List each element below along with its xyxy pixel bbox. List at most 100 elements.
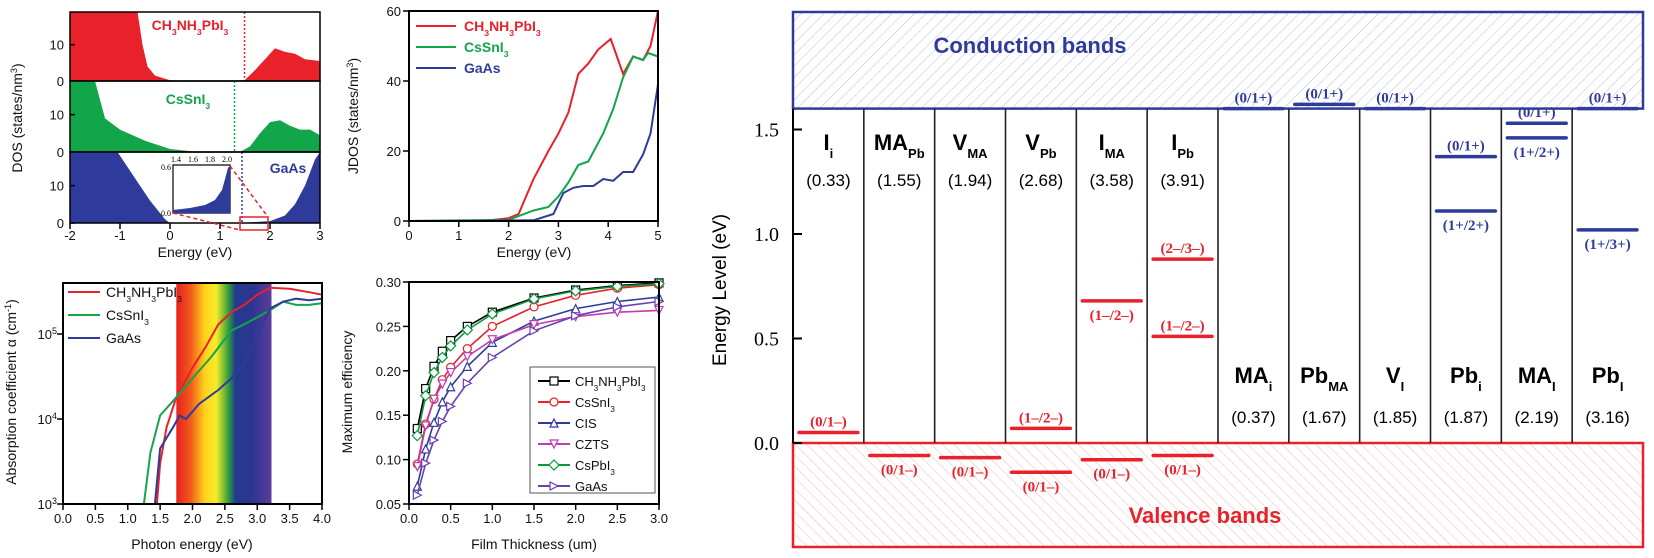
defect-name: MAI (1518, 363, 1556, 394)
defect-level-label: (0/1+) (1518, 105, 1556, 121)
dos-area-2 (70, 152, 320, 223)
absorption-xtick-label: 3.0 (248, 511, 266, 526)
jdos-ytick-label: 0 (394, 214, 401, 229)
efficiency-legend-label: CIS (575, 416, 597, 431)
efficiency-marker (445, 381, 456, 392)
defect-name-subscript: I (1620, 379, 1624, 394)
energy-ytick-label: 0.0 (754, 433, 779, 455)
efficiency-xtick-label: 3.0 (650, 511, 668, 526)
defect-level-label: (0/1–) (1093, 467, 1130, 483)
defect-level-label: (1+/2+) (1514, 145, 1560, 161)
absorption-line-1 (142, 300, 323, 505)
dos-inset-ytick-label: 0.6 (161, 163, 171, 172)
jdos-legend-label: CH3NH3PbI3 (464, 18, 541, 38)
efficiency-legend-marker (549, 439, 559, 450)
dos-area-0 (70, 12, 320, 81)
jdos-line-1 (408, 51, 659, 222)
efficiency-marker (429, 435, 440, 446)
dos-ytick-label: 10 (50, 38, 64, 53)
defect-name-subscript: MA (1328, 379, 1349, 394)
defect-name-subscript: i (1478, 379, 1482, 394)
absorption-ytick-label: 103 (38, 496, 57, 512)
efficiency-legend-marker (549, 376, 559, 386)
efficiency-marker (429, 394, 439, 405)
absorption-panel: Photon energy (eV) Absorption coefficien… (3, 282, 331, 552)
efficiency-legend-label: CsSnI3 (575, 395, 615, 414)
defect-name-subscript: MA (1105, 146, 1126, 161)
defect-level-label: (0/1+) (1589, 91, 1627, 107)
absorption-xtick-label: 2.0 (183, 511, 201, 526)
defect-level-label: (0/1+) (1305, 86, 1343, 102)
defect-name-subscript: MA (967, 146, 988, 161)
defect-name-subscript: i (830, 146, 834, 161)
defect-level-label: (1–/2–) (1019, 410, 1063, 426)
visible-spectrum-band (176, 283, 272, 504)
defect-level-label: (0/1+) (1447, 139, 1485, 155)
formation-energy: (3.16) (1585, 408, 1629, 427)
jdos-frame (408, 10, 659, 222)
absorption-xlabel: Photon energy (eV) (131, 536, 252, 552)
absorption-xtick-label: 0.0 (54, 511, 72, 526)
efficiency-legend-marker (549, 481, 560, 491)
efficiency-ytick-label: 0.25 (376, 319, 401, 334)
formation-energy: (0.33) (806, 171, 850, 190)
dos-ylabel: DOS (states/nm3) (9, 63, 25, 172)
jdos-legend-label: CsSnI3 (464, 39, 509, 59)
formation-energy: (1.94) (948, 171, 992, 190)
defect-name-subscript: I (1552, 379, 1556, 394)
valence-band-label: Valence bands (1129, 503, 1282, 528)
dos-inset-xtick-label: 1.8 (205, 155, 215, 164)
defect-name: IMA (1099, 130, 1126, 161)
efficiency-ytick-label: 0.05 (376, 497, 401, 512)
formation-energy: (2.19) (1515, 408, 1559, 427)
absorption-line-0 (155, 286, 323, 505)
efficiency-marker (462, 344, 472, 354)
efficiency-xlabel: Film Thickness (um) (471, 536, 597, 552)
dos-inset-xtick-label: 2.0 (222, 155, 232, 164)
efficiency-marker (612, 301, 623, 312)
dos-panel: Energy (eV) DOS (states/nm3) 010010010CH… (9, 11, 324, 260)
dos-xtick-label: 1 (216, 228, 223, 243)
absorption-xtick-label: 2.5 (216, 511, 234, 526)
valence-band (791, 441, 1645, 549)
defect-level-label: (0/1–) (952, 465, 989, 481)
formation-energy: (1.87) (1444, 408, 1488, 427)
formation-energy: (2.68) (1019, 171, 1063, 190)
efficiency-marker (569, 285, 582, 297)
defect-name: Ii (824, 130, 834, 161)
efficiency-marker (437, 396, 448, 407)
defect-level-label: (0/1–) (881, 463, 918, 479)
jdos-xtick-label: 5 (654, 228, 661, 243)
efficiency-panel: Film Thickness (um) Maximum efficiency 0… (339, 275, 668, 552)
efficiency-marker (444, 340, 457, 352)
efficiency-ytick-label: 0.20 (376, 364, 401, 379)
efficiency-marker (462, 361, 473, 371)
jdos-panel: Energy (eV) JDOS (states/nm3) 0 1 2 3 4 5 0 20 4… (345, 4, 662, 260)
defect-level-label: (0/1+) (1376, 91, 1414, 107)
energy-ytick-label: 0.5 (754, 329, 779, 351)
efficiency-marker (611, 280, 624, 293)
efficiency-marker (445, 367, 456, 378)
efficiency-legend-label: CH3NH3PbI3 (575, 374, 646, 393)
jdos-xtick-label: 0 (405, 228, 412, 243)
dos-series-label: CH3NH3PbI3 (152, 17, 229, 37)
dos-xlabel: Energy (eV) (158, 244, 233, 260)
absorption-ytick-label: 105 (38, 326, 57, 342)
jdos-ytick-label: 40 (387, 74, 401, 89)
efficiency-xtick-label: 0.0 (400, 511, 418, 526)
dos-inset-area (173, 166, 230, 213)
efficiency-xtick-label: 0.5 (442, 511, 460, 526)
efficiency-marker (487, 352, 498, 363)
dos-ytick-label: 0 (57, 145, 64, 160)
efficiency-marker (412, 490, 423, 501)
defect-name-subscript: i (1269, 379, 1273, 394)
formation-energy: (0.37) (1231, 408, 1275, 427)
efficiency-marker (437, 379, 448, 390)
dos-series-label: GaAs (270, 160, 307, 176)
dos-zoom-region (239, 216, 269, 231)
jdos-xtick-label: 4 (605, 228, 612, 243)
efficiency-marker (571, 310, 582, 321)
efficiency-marker (462, 351, 473, 362)
absorption-xtick-label: 3.5 (281, 511, 299, 526)
energy-ytick-label: 1.5 (754, 120, 779, 142)
